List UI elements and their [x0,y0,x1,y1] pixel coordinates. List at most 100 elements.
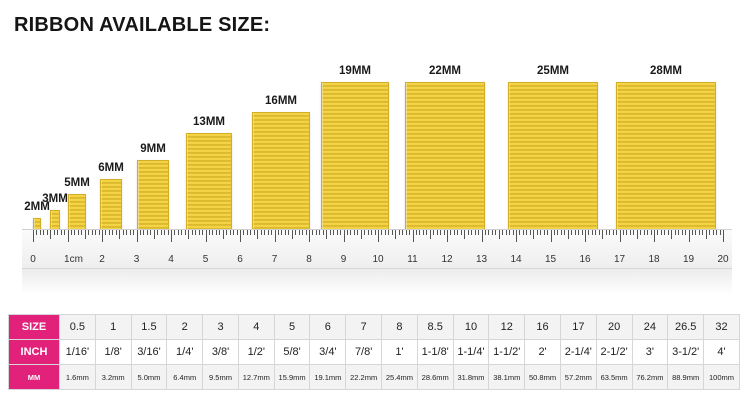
ruler-tick [164,230,166,235]
ruler-label: 15 [544,254,557,265]
ruler-tick [540,230,542,235]
ruler-tick [312,230,314,235]
ruler-tick [723,230,724,242]
table-cell: 25.4mm [381,364,418,390]
ruler-tick [667,230,669,235]
table-cell: 31.8mm [452,364,490,390]
ruler-tick [219,230,221,235]
ruler-tick [567,230,569,239]
ruler-tick [374,230,376,235]
ruler-tick [271,230,273,235]
ruler-tick [716,230,718,235]
ruler-tick [502,230,504,235]
ribbon-label: 6MM [98,162,124,175]
ruler-tick [250,230,252,235]
ruler-label: 3 [133,254,140,265]
ruler-tick [526,230,528,235]
ruler-tick [519,230,521,235]
table-cell: 1.5 [130,314,168,340]
ruler-tick [243,230,245,235]
table-cell: 12 [488,314,526,340]
ribbon-22mm [405,81,485,232]
ruler-tick [440,230,442,235]
ribbon-label: 2MM [24,200,50,213]
table-cell: 20 [595,314,633,340]
table-cell: 57.2mm [559,364,597,390]
table-cell: 3' [631,339,669,365]
table-cell: 22.2mm [345,364,383,390]
ruler-tick [50,230,52,239]
ruler-label: 13 [475,254,488,265]
table-cell: 2 [166,314,204,340]
ruler-tick [240,230,241,242]
table-cell: 7 [345,314,383,340]
ribbon-5mm [68,193,86,232]
table-cell: 3 [202,314,239,340]
ruler-tick [284,230,286,235]
ruler-tick [53,230,55,235]
ruler-tick [126,230,128,235]
ruler-tick [153,230,155,239]
ruler-tick [464,230,466,239]
ruler-tick [453,230,455,235]
table-cell: 17 [559,314,597,340]
ruler-tick [429,230,431,239]
ruler-tick [329,230,331,235]
table-cell: 10 [452,314,490,340]
ribbon-label: 28MM [650,64,682,77]
ruler-tick [226,230,228,235]
ruler-tick [409,230,411,235]
table-cell: 28.6mm [416,364,454,390]
ruler-label: 4 [168,254,174,265]
ribbon-25mm [508,81,598,232]
table-cell: 3/16' [130,339,168,365]
ruler-tick [612,230,614,235]
ruler-tick [419,230,421,235]
table-cell: 9.5mm [202,364,239,390]
ruler-tick [405,230,407,235]
ruler-tick [712,230,714,235]
ruler-tick [443,230,445,235]
ruler-label: 0 [30,254,36,265]
table-cell: 6 [309,314,347,340]
ruler-label: 9 [340,254,347,265]
ruler-tick [43,230,45,235]
table-cell: 1-1/2' [488,339,526,365]
ruler-tick [236,230,238,235]
ruler-tick [543,230,545,235]
ruler-tick [188,230,190,239]
table-cell: 8.5 [416,314,454,340]
ruler-tick [433,230,435,235]
table-cell: 16 [524,314,561,340]
table-cell: 1-1/8' [416,339,454,365]
ruler-tick [553,230,555,235]
ruler-tick [139,230,141,235]
ruler-tick [70,230,72,235]
ruler-tick [115,230,117,235]
ribbon-label: 5MM [64,176,90,189]
ruler-tick [633,230,635,235]
ruler-tick [516,230,517,242]
ruler-tick [598,230,600,235]
ruler-tick [129,230,131,235]
ruler-tick [395,230,397,239]
ruler-tick [112,230,114,235]
ribbon-label: 25MM [537,64,569,77]
ruler-tick [578,230,580,235]
page-title: RIBBON AVAILABLE SIZE: [14,14,271,36]
ruler-tick [46,230,48,235]
ruler-tick [295,230,297,235]
ruler-label: 10 [372,254,384,265]
ruler-tick [233,230,235,235]
ribbon-13mm [185,132,233,232]
ruler-tick [588,230,590,235]
ruler-tick [146,230,148,235]
table-cell: 76.2mm [631,364,669,390]
ribbon-label: 3MM [42,192,68,205]
ruler-tick [681,230,683,235]
ruler-tick [674,230,676,235]
ruler-tick [305,230,307,235]
ruler-shadow [22,269,732,295]
ruler-tick [664,230,666,235]
ruler-tick [33,230,34,242]
